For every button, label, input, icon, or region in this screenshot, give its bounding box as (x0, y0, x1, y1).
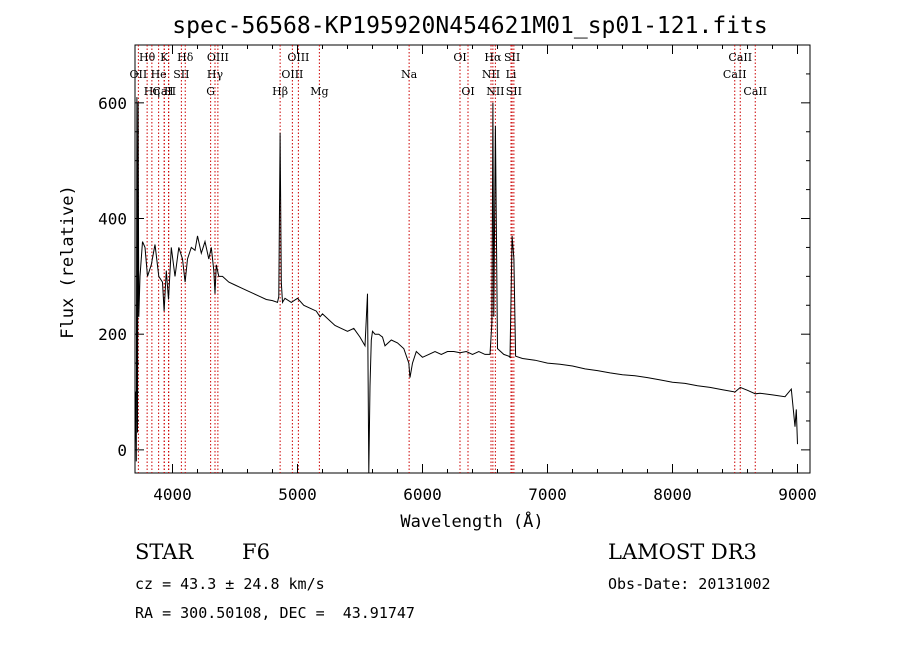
line-label: Hγ (207, 68, 224, 81)
line-label: Na (401, 68, 418, 81)
plot-frame (134, 44, 811, 474)
object-subclass: F6 (242, 540, 270, 564)
line-label: He (151, 68, 167, 81)
line-label: CaII (728, 51, 752, 64)
axis-ticks: 4000 5000 6000 7000 8000 9000 0 200 400 600 (98, 45, 817, 504)
line-label: Hα (484, 51, 502, 64)
chart-title: spec-56568-KP195920N454621M01_sp01-121.f… (172, 13, 767, 39)
line-label: Li (506, 68, 517, 81)
line-label: NII (486, 85, 504, 98)
spectrum-line (134, 97, 798, 474)
x-tick-label: 7000 (528, 485, 567, 504)
x-tick-label: 6000 (403, 485, 442, 504)
line-label: Hη (144, 85, 160, 98)
y-axis-label: Flux (relative) (58, 185, 78, 339)
x-tick-label: 8000 (653, 485, 692, 504)
line-label: CaII (152, 85, 176, 98)
line-label: OIII (287, 51, 309, 64)
line-label: CaII (743, 85, 767, 98)
line-label: NII (482, 68, 500, 81)
line-label: Hβ (272, 85, 288, 98)
x-axis-label: Wavelength (Å) (400, 510, 543, 532)
redshift-cz: cz = 43.3 ± 24.8 km/s (135, 575, 325, 593)
line-label: K (160, 51, 169, 64)
x-tick-label: 5000 (278, 485, 317, 504)
y-tick-label: 600 (98, 94, 127, 113)
spectral-line-markers (137, 45, 756, 473)
line-label: SII (504, 51, 520, 64)
y-tick-label: 400 (98, 210, 127, 229)
line-label: G (206, 85, 215, 98)
coordinates: RA = 300.50108, DEC = 43.91747 (135, 604, 415, 622)
y-tick-label: 200 (98, 325, 127, 344)
line-label: Hθ (139, 51, 156, 64)
line-label: CaII (723, 68, 747, 81)
x-tick-label: 4000 (153, 485, 192, 504)
line-label: H (164, 85, 174, 98)
line-label: SII (506, 85, 522, 98)
obs-date: Obs-Date: 20131002 (608, 575, 771, 593)
x-tick-label: 9000 (778, 485, 817, 504)
line-label: SII (173, 68, 189, 81)
line-label: Hδ (177, 51, 194, 64)
line-label: OIII (207, 51, 229, 64)
object-class: STAR (135, 540, 194, 564)
line-label: Mg (310, 85, 328, 98)
line-label: OII (130, 68, 148, 81)
line-label: OIII (281, 68, 303, 81)
y-tick-label: 0 (117, 441, 127, 460)
survey-name: LAMOST DR3 (608, 540, 757, 564)
line-label: OI (453, 51, 466, 64)
line-label: OI (461, 85, 474, 98)
